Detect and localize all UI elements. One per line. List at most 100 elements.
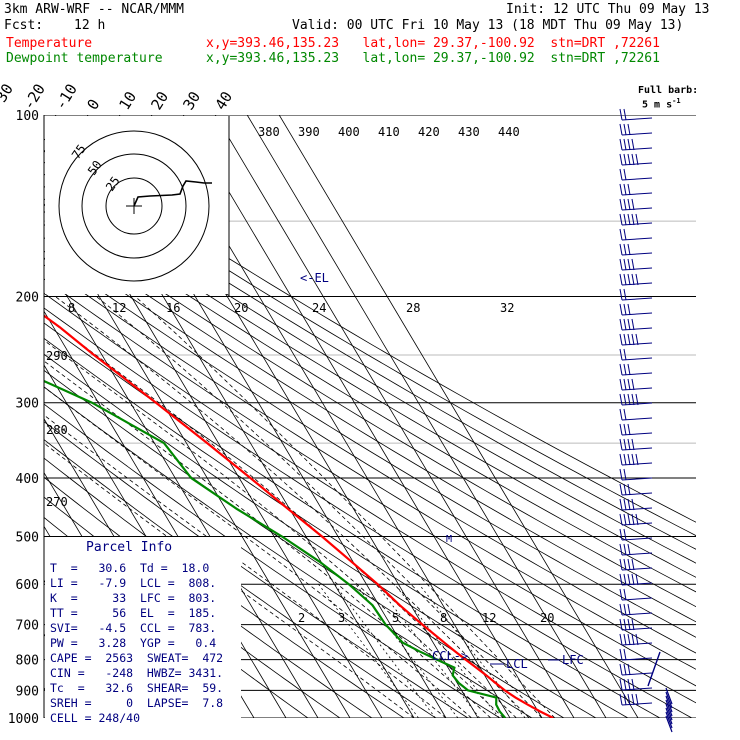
lfc-annotation: LFC: [562, 653, 584, 667]
barb-key-line1: Full barb:: [638, 85, 699, 96]
wind-barb-flag: [619, 543, 623, 556]
hodograph-ring-label: 50: [85, 158, 105, 178]
wind-barb-flag: [627, 333, 631, 346]
wind-barb-flag: [635, 453, 639, 466]
wind-barb-shaft: [621, 372, 653, 376]
wind-barb-flag: [635, 153, 639, 166]
parcel-info-rows: T = 30.6 Td = 18.0 LI = -7.9 LCL = 808. K …: [50, 561, 223, 726]
wind-barb-shaft: [621, 432, 653, 436]
wind-barb-flag: [627, 393, 631, 406]
wind-barb-flag: [631, 318, 635, 331]
isotherm-label: -30: [0, 81, 17, 114]
wind-barb-shaft: [621, 357, 653, 361]
theta-e-label: 400: [338, 125, 360, 139]
isotherm-label: 40: [211, 88, 236, 113]
wind-barb-flag: [631, 393, 635, 406]
dry-adiabat-line: [44, 278, 696, 687]
wind-barb-flag: [619, 678, 623, 691]
dry-adiabat-line: [44, 223, 696, 623]
wind-barb-shaft: [621, 702, 653, 706]
hodograph-speed-label: 16: [166, 301, 180, 315]
wind-barb-flag: [623, 168, 627, 181]
parcel-info-row: SREH = 0 LAPSE= 7.8: [50, 696, 224, 710]
wind-barb-shaft: [621, 387, 653, 391]
wind-barb-shaft: [665, 715, 673, 733]
wind-barb-flag: [627, 453, 631, 466]
isotherm-label: 0: [83, 96, 103, 113]
wind-barb-shaft: [621, 642, 653, 646]
dry-adiabat-line: [44, 353, 597, 718]
valid-time: Valid: 00 UTC Fri 10 May 13 (18 MDT Thu …: [292, 18, 684, 33]
wind-barb-shaft: [621, 657, 653, 661]
wind-barb-flag: [623, 528, 627, 541]
dry-adiabat-line: [44, 421, 469, 718]
moist-adiabat-line: [96, 296, 543, 718]
mu-annotation: M: [446, 534, 452, 545]
wind-barb-shaft: [621, 252, 653, 256]
mixing-ratio-line: [418, 583, 526, 718]
wind-barb-flag: [627, 558, 631, 571]
wind-barb-flag: [627, 123, 631, 136]
wind-barb-shaft: [665, 687, 673, 705]
wind-barb-flag: [619, 408, 623, 421]
wind-barb-flag: [623, 573, 627, 586]
hodograph-trace: [133, 180, 212, 207]
mixing-ratio-label: 20: [540, 611, 554, 625]
wind-barb-flag: [619, 498, 623, 511]
hodograph-ring: [105, 177, 163, 235]
wind-barb-flag: [627, 243, 631, 256]
wind-barb-flag: [627, 318, 631, 331]
init-time: Init: 12 UTC Thu 09 May 13: [506, 2, 710, 17]
isotherm-label: -10: [51, 81, 81, 114]
parcel-info-row: PW = 3.28 YGP = 0.4: [50, 636, 217, 650]
hodograph-speed-label: 24: [312, 301, 326, 315]
wind-barb-flag: [627, 213, 631, 226]
temperature-legend-label: Temperature: [6, 36, 93, 51]
wind-barb-flag: [623, 393, 627, 406]
temperature-profile-line: [44, 314, 554, 718]
wind-barb-shaft: [621, 342, 653, 346]
pressure-label: 400: [16, 472, 39, 487]
wind-barb-flag: [623, 663, 627, 676]
dry-adiabat-line: [44, 403, 501, 718]
hodograph-ring-label: 75: [69, 142, 89, 162]
wind-barb-shaft: [665, 691, 673, 709]
wind-barb-flag: [631, 153, 635, 166]
wind-barb-shaft: [621, 627, 653, 631]
wind-barb-flag: [623, 273, 627, 286]
wind-barb-shaft: [621, 537, 653, 541]
parcel-info-row: CELL = 248/40: [50, 711, 141, 725]
barb-key: Full barb: 5 m s-1: [638, 86, 698, 110]
wind-barb-flag: [623, 348, 627, 361]
wind-barb-flag: [627, 543, 631, 556]
wind-barb-flag: [627, 273, 631, 286]
wind-barb-flag: [631, 573, 635, 586]
wind-barb-shaft: [621, 282, 653, 286]
wind-barb-flag: [619, 168, 623, 181]
isotherm-label: 30: [179, 88, 204, 113]
wind-barb-shaft: [621, 162, 653, 166]
wind-barb-shaft: [621, 462, 653, 466]
pressure-label: 800: [16, 654, 39, 669]
wind-barb-flag: [623, 543, 627, 556]
wind-barb-shaft: [621, 192, 653, 196]
wind-barb-flag: [623, 318, 627, 331]
wind-barb-shaft: [665, 703, 673, 721]
wind-barb-flag: [631, 513, 635, 526]
wind-barb-shaft: [621, 267, 653, 271]
wind-barb-flag: [623, 363, 627, 376]
wind-barb-shaft: [665, 695, 673, 713]
dry-adiabat-line: [44, 337, 629, 718]
wind-barb-flag: [627, 618, 631, 631]
isotherm-line: [214, 115, 575, 718]
wind-barb-flag: [631, 273, 635, 286]
wind-barb-shaft: [621, 477, 653, 481]
wind-barb-flag: [619, 333, 623, 346]
wind-barb-flag: [619, 453, 623, 466]
wind-barb-flag: [619, 513, 623, 526]
wind-barb-flag: [623, 693, 627, 706]
pressure-label: 900: [16, 684, 39, 699]
theta-e-label: 380: [258, 125, 280, 139]
dry-adiabat-line: [44, 138, 696, 523]
